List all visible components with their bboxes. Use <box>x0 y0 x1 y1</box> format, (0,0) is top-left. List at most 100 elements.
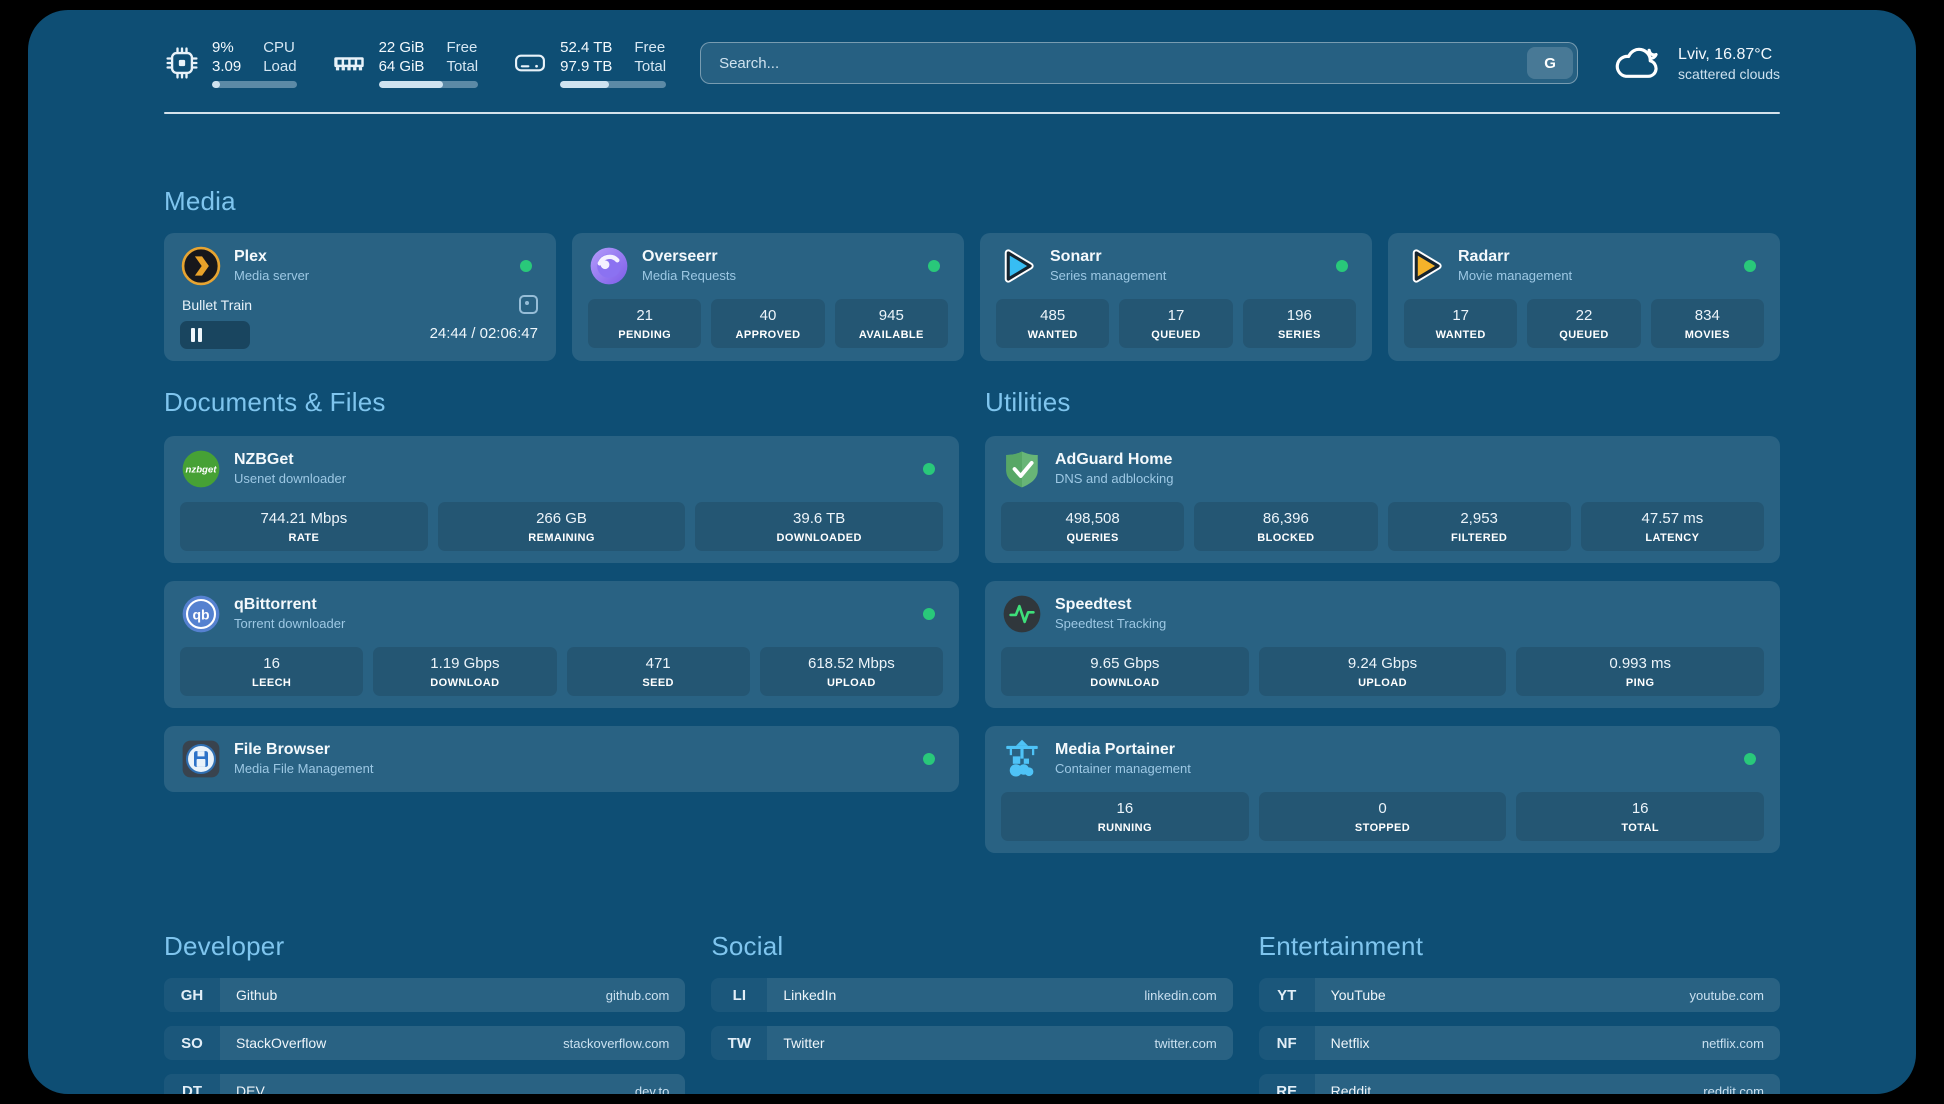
memory-widget: 22 GiB 64 GiB Free Total <box>331 38 479 88</box>
status-dot <box>1744 260 1756 272</box>
app-card-filebrowser[interactable]: File Browser Media File Management <box>164 726 959 792</box>
app-card-radarr[interactable]: Radarr Movie management 17 WANTED 22 QUE… <box>1388 233 1780 361</box>
bookmark-name: Github <box>236 987 278 1003</box>
stat-leech: 16 LEECH <box>180 647 364 696</box>
bookmark-group-developer: Developer GH Github github.com SO StackO… <box>164 931 686 1095</box>
bookmark-abbr: GH <box>164 978 220 1012</box>
cpu-icon <box>164 45 200 81</box>
stat-queued: 17 QUEUED <box>1119 299 1233 348</box>
bookmark-abbr: TW <box>711 1026 768 1060</box>
stat-stopped: 0 STOPPED <box>1258 792 1507 841</box>
nzbget-logo-icon: nzbget <box>180 448 222 490</box>
bookmark-domain: youtube.com <box>1689 987 1764 1003</box>
weather-condition: scattered clouds <box>1678 65 1780 82</box>
bookmark-twitter[interactable]: TW Twitter twitter.com <box>711 1026 1233 1060</box>
bookmark-linkedin[interactable]: LI LinkedIn linkedin.com <box>711 978 1233 1012</box>
svg-text:nzbget: nzbget <box>186 465 218 476</box>
app-card-qbittorrent[interactable]: qb qBittorrent Torrent downloader 16 LEE… <box>164 581 959 708</box>
bookmark-domain: dev.to <box>634 1083 670 1095</box>
app-subtitle: Media Requests <box>642 268 736 283</box>
section-title-utilities: Utilities <box>985 387 1071 417</box>
bookmark-name: Reddit <box>1330 1083 1372 1094</box>
app-subtitle: Container management <box>1055 761 1191 776</box>
status-dot <box>520 260 532 272</box>
app-card-sonarr[interactable]: Sonarr Series management 485 WANTED 17 Q… <box>980 233 1372 361</box>
playback-progress-bar[interactable]: 24:44 / 02:06:47 <box>180 321 540 349</box>
disk-progress-bar <box>560 81 667 88</box>
bookmark-github[interactable]: GH Github github.com <box>164 978 686 1012</box>
app-name: AdGuard Home <box>1055 451 1173 468</box>
top-bar: 9% 3.09 CPU Load <box>164 38 1780 88</box>
bookmark-domain: github.com <box>605 987 670 1003</box>
section-title-entertainment: Entertainment <box>1258 931 1424 961</box>
app-subtitle: Series management <box>1050 268 1167 283</box>
app-card-adguard[interactable]: AdGuard Home DNS and adblocking 498,508 … <box>985 436 1780 563</box>
app-name: File Browser <box>234 741 331 758</box>
app-card-portainer[interactable]: Media Portainer Container management 16 … <box>985 726 1780 853</box>
app-name: Overseerr <box>642 248 718 265</box>
bookmark-youtube[interactable]: YT YouTube youtube.com <box>1258 978 1780 1012</box>
stat-wanted: 485 WANTED <box>996 299 1110 348</box>
bookmark-name: LinkedIn <box>783 987 837 1003</box>
stat-seed: 471 SEED <box>566 647 750 696</box>
app-card-overseerr[interactable]: Overseerr Media Requests 21 PENDING 40 A… <box>572 233 964 361</box>
search-bar: G <box>700 42 1579 84</box>
app-card-nzbget[interactable]: nzbget NZBGet Usenet downloader 744.21 M… <box>164 436 959 563</box>
app-subtitle: Usenet downloader <box>234 471 347 486</box>
session-icon[interactable] <box>519 295 538 314</box>
resource-widgets: 9% 3.09 CPU Load <box>164 38 667 88</box>
disk-free-value: 52.4 TB <box>560 39 613 56</box>
status-dot <box>1336 260 1348 272</box>
cpu-usage-label: CPU <box>263 39 295 56</box>
speedtest-logo-icon <box>1001 593 1043 635</box>
status-dot <box>928 260 940 272</box>
bookmark-abbr: DT <box>164 1074 220 1094</box>
disk-free-label: Free <box>634 39 666 56</box>
bookmark-stackoverflow[interactable]: SO StackOverflow stackoverflow.com <box>164 1026 686 1060</box>
stat-movies: 834 MOVIES <box>1650 299 1764 348</box>
cpu-usage-value: 9% <box>212 39 234 56</box>
bookmark-domain: linkedin.com <box>1144 987 1217 1003</box>
bookmark-netflix[interactable]: NF Netflix netflix.com <box>1258 1026 1780 1060</box>
stat-approved: 40 APPROVED <box>711 299 825 348</box>
bookmark-dev[interactable]: DT DEV dev.to <box>164 1074 686 1095</box>
app-card-speedtest[interactable]: Speedtest Speedtest Tracking 9.65 Gbps D… <box>985 581 1780 708</box>
weather-widget: Lviv, 16.87°C scattered clouds <box>1612 42 1780 84</box>
section-title-documents: Documents & Files <box>164 387 386 417</box>
app-card-plex[interactable]: Plex Media server Bullet Train 24:44 / 0… <box>164 233 556 361</box>
plex-logo-icon <box>180 245 222 287</box>
cpu-load-value: 3.09 <box>212 58 242 75</box>
bookmark-name: Netflix <box>1330 1035 1370 1051</box>
utilities-column: Utilities AdGuard Home DNS and adblockin… <box>985 387 1780 853</box>
now-playing-title: Bullet Train <box>182 296 253 313</box>
app-subtitle: Media server <box>234 268 310 283</box>
bookmark-domain: reddit.com <box>1703 1083 1764 1095</box>
bookmark-name: DEV <box>236 1083 265 1094</box>
ram-progress-bar <box>378 81 479 88</box>
bookmark-group-entertainment: Entertainment YT YouTube youtube.com NF … <box>1258 931 1780 1095</box>
status-dot <box>923 608 935 620</box>
bookmark-abbr: NF <box>1258 1026 1315 1060</box>
ram-free-label: Free <box>446 39 478 56</box>
adguard-logo-icon <box>1001 448 1043 490</box>
weather-location-temp: Lviv, 16.87°C <box>1678 45 1773 63</box>
media-card-row: Plex Media server Bullet Train 24:44 / 0… <box>164 233 1780 361</box>
bookmark-reddit[interactable]: RE Reddit reddit.com <box>1258 1074 1780 1095</box>
stat-series: 196 SERIES <box>1242 299 1356 348</box>
app-name: Plex <box>234 248 267 265</box>
radarr-logo-icon <box>1404 245 1446 287</box>
ram-total-label: Total <box>446 58 479 75</box>
app-subtitle: Torrent downloader <box>234 616 346 631</box>
app-name: Speedtest <box>1055 596 1132 613</box>
stat-upload: 618.52 Mbps UPLOAD <box>759 647 943 696</box>
bookmark-domain: twitter.com <box>1154 1035 1217 1051</box>
dashboard: 9% 3.09 CPU Load <box>28 10 1916 1094</box>
search-input[interactable] <box>700 42 1579 84</box>
disk-total-value: 97.9 TB <box>560 58 613 75</box>
search-provider-button[interactable]: G <box>1527 47 1574 79</box>
pause-icon[interactable] <box>191 328 202 342</box>
app-subtitle: DNS and adblocking <box>1055 471 1174 486</box>
app-name: Radarr <box>1458 248 1510 265</box>
section-title-social: Social <box>711 931 784 961</box>
